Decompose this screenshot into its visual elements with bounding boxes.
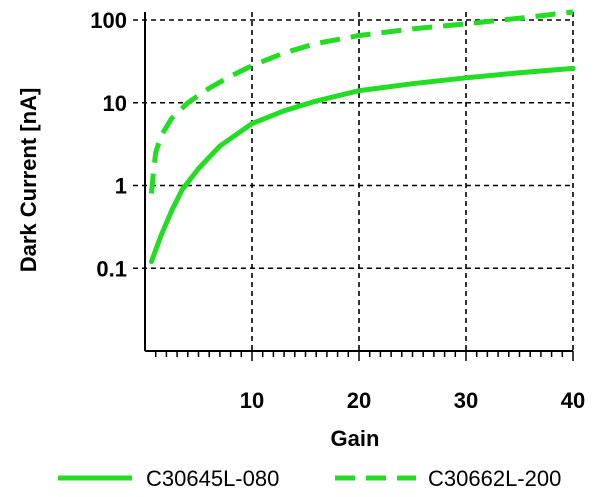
x-axis-title: Gain xyxy=(331,426,380,451)
series-group xyxy=(148,9,576,265)
y-tick-label-1: 1 xyxy=(115,174,127,199)
legend-label-c30645l-080: C30645L-080 xyxy=(146,466,279,491)
y-tick-label-3: 100 xyxy=(90,8,127,33)
legend-label-c30662l-200: C30662L-200 xyxy=(428,466,561,491)
y-axis-title: Dark Current [nA] xyxy=(16,88,41,273)
grid xyxy=(133,12,574,351)
tick-labels: 0.1 1 10 100 10 20 30 40 xyxy=(90,8,585,413)
x-tick-label-1: 20 xyxy=(347,388,371,413)
axes xyxy=(144,12,574,361)
y-tick-label-0: 0.1 xyxy=(96,256,127,281)
series-line-c30662l-200 xyxy=(148,9,574,194)
y-tick-label-2: 10 xyxy=(103,91,127,116)
series-line-c30645l-080 xyxy=(148,65,576,265)
x-tick-label-0: 10 xyxy=(240,388,264,413)
x-tick-label-3: 40 xyxy=(561,388,585,413)
x-tick-label-2: 30 xyxy=(454,388,478,413)
legend: C30645L-080 C30662L-200 xyxy=(58,466,561,491)
